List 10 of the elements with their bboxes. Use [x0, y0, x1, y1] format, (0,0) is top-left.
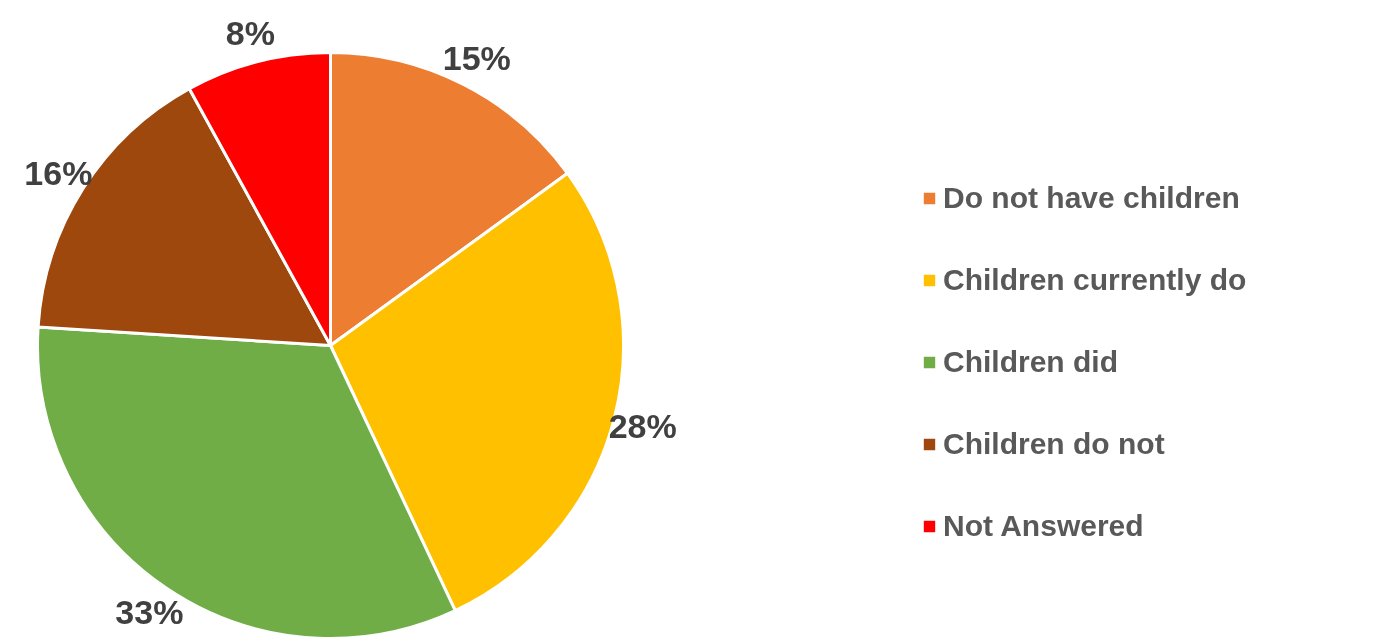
- data-label: 16%: [24, 153, 93, 192]
- legend-label: Do not have children: [943, 181, 1240, 215]
- data-label: 28%: [608, 406, 677, 445]
- data-label: 33%: [115, 593, 184, 632]
- data-label: 15%: [442, 39, 511, 78]
- data-label: 8%: [225, 14, 275, 53]
- legend-label: Children do not: [943, 427, 1165, 461]
- legend-label: Children currently do: [943, 263, 1247, 297]
- legend-label: Children did: [943, 345, 1118, 379]
- legend-label: Not Answered: [943, 509, 1144, 543]
